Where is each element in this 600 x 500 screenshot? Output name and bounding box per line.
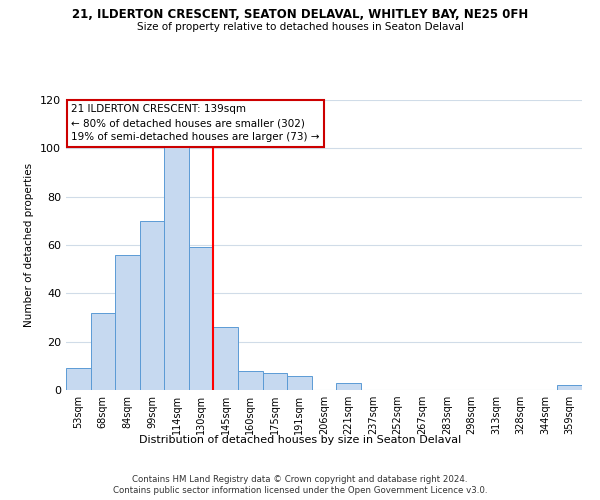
Text: Size of property relative to detached houses in Seaton Delaval: Size of property relative to detached ho…	[137, 22, 463, 32]
Bar	[287, 376, 312, 390]
Text: Contains public sector information licensed under the Open Government Licence v3: Contains public sector information licen…	[113, 486, 487, 495]
Bar	[115, 254, 140, 390]
Bar	[164, 146, 189, 390]
Y-axis label: Number of detached properties: Number of detached properties	[25, 163, 34, 327]
Bar	[557, 385, 582, 390]
Bar	[91, 312, 115, 390]
Text: Contains HM Land Registry data © Crown copyright and database right 2024.: Contains HM Land Registry data © Crown c…	[132, 475, 468, 484]
Bar	[214, 327, 238, 390]
Text: 21 ILDERTON CRESCENT: 139sqm
← 80% of detached houses are smaller (302)
19% of s: 21 ILDERTON CRESCENT: 139sqm ← 80% of de…	[71, 104, 320, 142]
Bar	[189, 248, 214, 390]
Text: 21, ILDERTON CRESCENT, SEATON DELAVAL, WHITLEY BAY, NE25 0FH: 21, ILDERTON CRESCENT, SEATON DELAVAL, W…	[72, 8, 528, 20]
Bar	[336, 383, 361, 390]
Bar	[66, 368, 91, 390]
Text: Distribution of detached houses by size in Seaton Delaval: Distribution of detached houses by size …	[139, 435, 461, 445]
Bar	[263, 373, 287, 390]
Bar	[238, 370, 263, 390]
Bar	[140, 221, 164, 390]
